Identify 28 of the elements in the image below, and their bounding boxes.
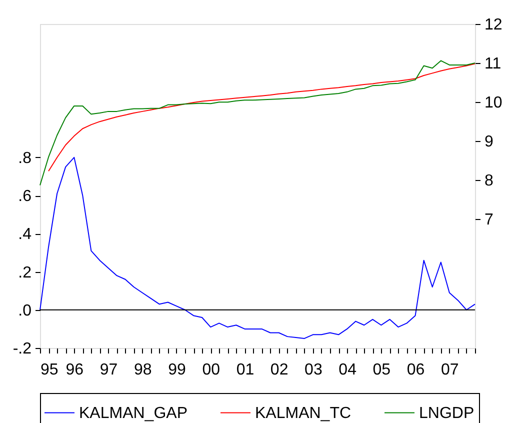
y2-tick-label: 8 [484, 172, 494, 190]
x-tick-label: 00 [202, 362, 220, 378]
x-tick-label: 06 [406, 362, 425, 378]
x-tick-label: 02 [270, 362, 288, 378]
y2-tick-label: 9 [484, 134, 494, 151]
y2-tick-label: 11 [484, 56, 502, 73]
x-tick-label: 03 [304, 362, 322, 378]
y-tick-label: .4 [18, 226, 32, 244]
x-tick-label: 96 [66, 362, 84, 378]
x-tick-label: 98 [134, 362, 152, 378]
y-tick-label: -.2 [12, 340, 32, 358]
legend-label: LNGDP [419, 404, 474, 422]
y-tick-label: .2 [18, 264, 32, 282]
x-tick-label: 95 [40, 362, 58, 378]
x-tick-label: 97 [100, 362, 118, 378]
y-tick-label: .6 [18, 188, 32, 206]
y2-tick-label: 12 [484, 16, 502, 34]
x-tick-label: 07 [441, 362, 459, 378]
y-tick-label: .0 [18, 302, 32, 320]
y2-tick-label: 10 [484, 94, 502, 112]
x-tick-label: 05 [372, 362, 391, 378]
y-tick-label: .8 [18, 150, 32, 167]
legend-label: KALMAN_GAP [79, 404, 188, 422]
x-tick-label: 99 [168, 362, 186, 378]
x-tick-label: 04 [338, 362, 357, 378]
legend-label: KALMAN_TC [255, 404, 352, 422]
y2-tick-label: 7 [484, 212, 494, 229]
x-tick-label: 01 [236, 362, 254, 378]
